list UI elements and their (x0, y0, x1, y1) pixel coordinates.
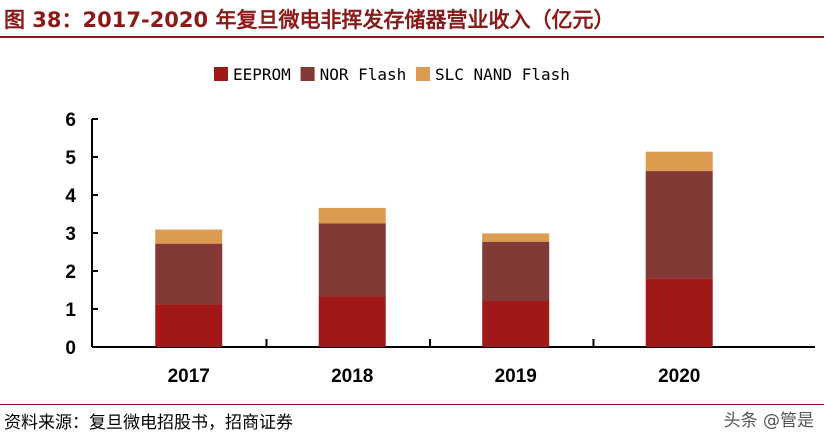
bar-slc-nand-flash-2017 (155, 229, 223, 244)
source-divider (0, 404, 824, 405)
bar-eeprom-2017 (155, 304, 223, 347)
x-tick-label: 2018 (331, 366, 373, 387)
stacked-bar-chart: 0 1 2 3 4 5 6 2017 2018 2019 2020 EEPROM NOR Flash SL… (65, 65, 815, 387)
figure-title: 图 38：2017-2020 年复旦微电非挥发存储器营业收入（亿元） (4, 8, 615, 32)
bar-nor-flash-2018 (318, 223, 386, 297)
source-note: 资料来源：复旦微电招股书，招商证券 (4, 413, 293, 433)
y-tick-label: 5 (65, 148, 76, 169)
watermark: 头条 @管是 (723, 411, 814, 431)
legend-label: NOR Flash (320, 65, 407, 84)
legend-swatch (416, 67, 430, 81)
bar-slc-nand-flash-2019 (482, 233, 550, 242)
bar-nor-flash-2020 (645, 171, 713, 279)
y-tick-label: 3 (65, 224, 76, 245)
bar-nor-flash-2019 (482, 241, 550, 302)
legend-swatch (214, 67, 228, 81)
x-tick-label: 2019 (495, 366, 537, 387)
bar-eeprom-2018 (318, 296, 386, 347)
bar-eeprom-2019 (482, 301, 550, 347)
legend-label: EEPROM (233, 65, 291, 84)
y-tick-label: 6 (65, 110, 76, 131)
y-tick-label: 1 (65, 300, 76, 321)
legend-label: SLC NAND Flash (435, 65, 570, 84)
x-tick-label: 2020 (658, 366, 700, 387)
y-tick-label: 0 (65, 338, 76, 359)
bar-slc-nand-flash-2020 (645, 151, 713, 172)
x-tick-label: 2017 (168, 366, 210, 387)
y-tick-label: 2 (65, 262, 76, 283)
y-tick-label: 4 (65, 186, 76, 207)
bar-eeprom-2020 (645, 278, 713, 347)
bar-nor-flash-2017 (155, 243, 223, 305)
bar-slc-nand-flash-2018 (318, 207, 386, 224)
legend-swatch (300, 67, 315, 81)
title-divider (0, 36, 824, 38)
